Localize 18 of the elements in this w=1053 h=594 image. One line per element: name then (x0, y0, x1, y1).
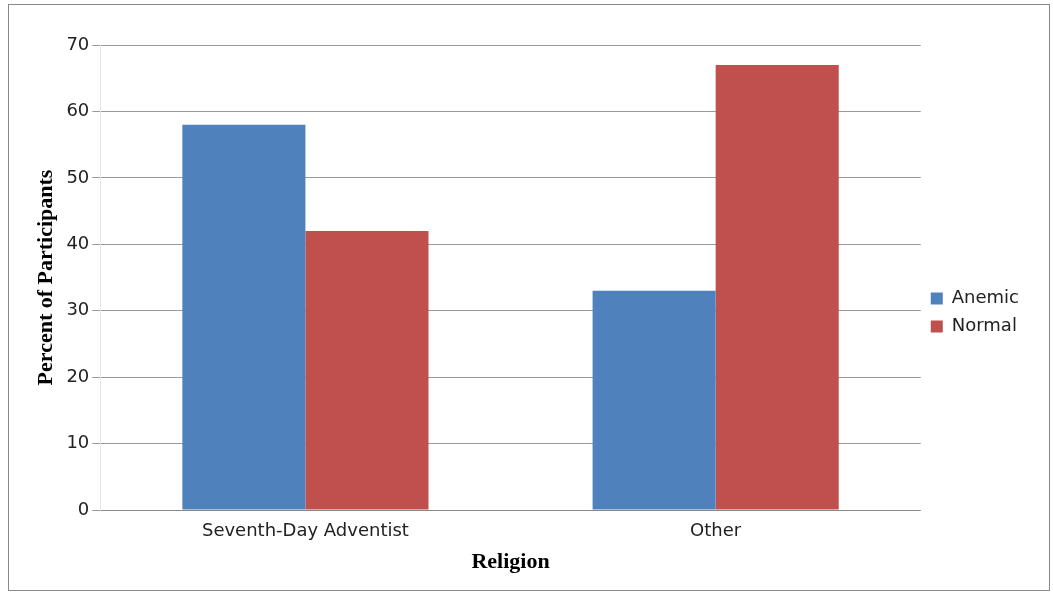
x-tick-label: Seventh-Day Adventist (201, 519, 409, 541)
y-tick-label: 0 (77, 497, 90, 519)
bar (715, 64, 839, 510)
legend-label: Anemic (951, 286, 1020, 308)
legend-label: Normal (951, 314, 1017, 336)
y-tick-label: 50 (66, 165, 90, 187)
bar (592, 290, 716, 510)
y-tick-label: 10 (66, 431, 90, 453)
y-axis-title: Percent of Participants (31, 169, 57, 386)
y-tick-label: 40 (66, 231, 90, 253)
x-tick-label: Other (690, 519, 742, 541)
y-tick-label: 30 (66, 298, 90, 320)
y-tick-label: 70 (66, 32, 90, 54)
y-tick-label: 60 (66, 99, 90, 121)
bar (182, 124, 306, 510)
x-axis-title: Religion (471, 548, 550, 574)
bar (305, 231, 429, 510)
y-tick-label: 20 (66, 364, 90, 386)
